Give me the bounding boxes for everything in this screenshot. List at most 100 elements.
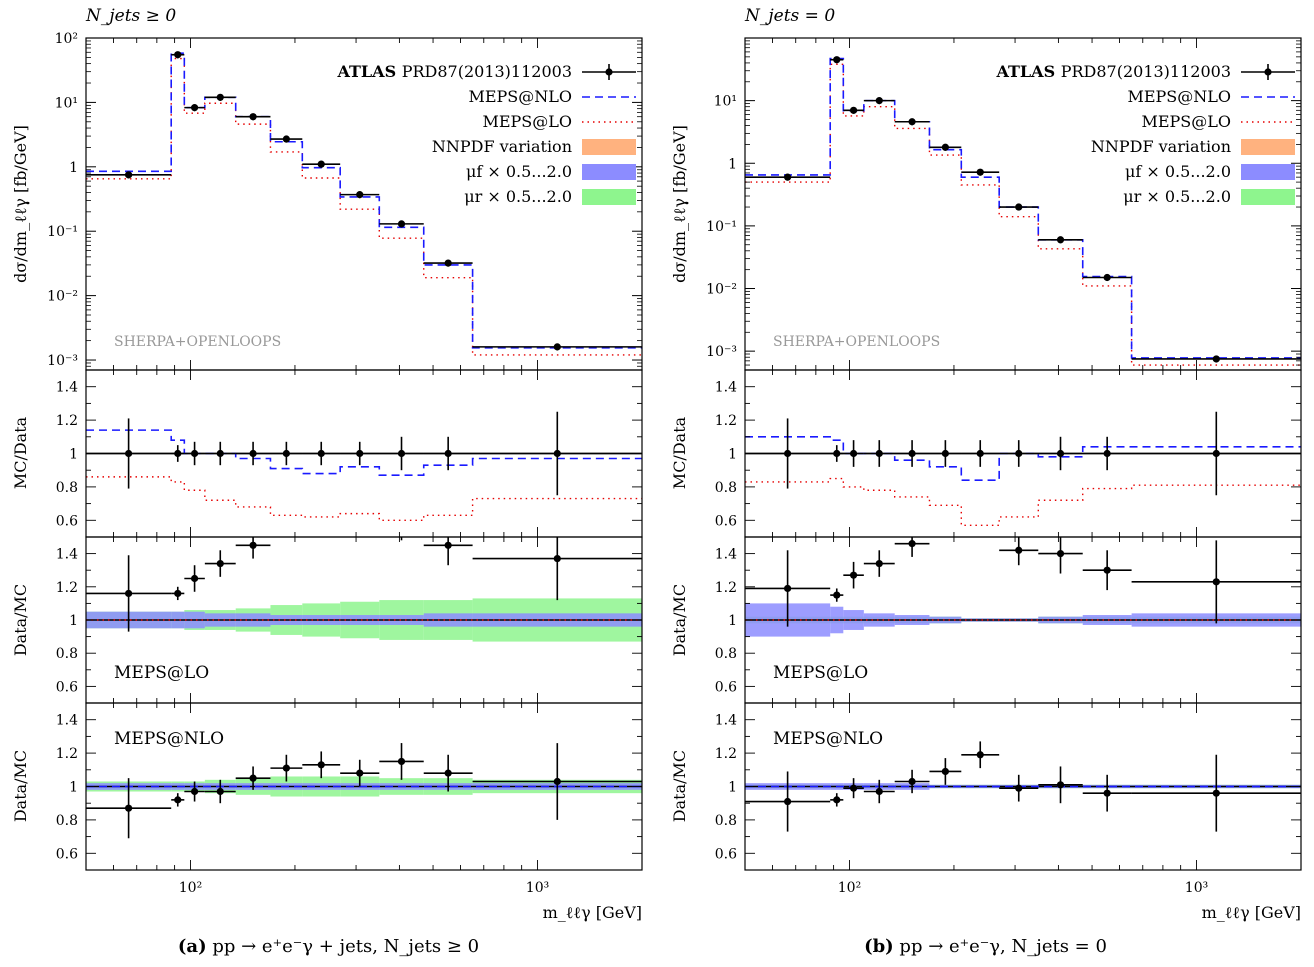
data-point <box>1015 203 1023 211</box>
ratio-label-meps-nlo: MEPS@NLO <box>773 729 883 749</box>
data-point <box>875 97 883 105</box>
panel-0-row-ratio_data_nlo <box>85 702 643 871</box>
data-point <box>1056 236 1065 244</box>
data-ratio-point <box>356 769 364 777</box>
legend-meps-nlo: MEPS@NLO <box>468 87 572 106</box>
plot-area <box>86 517 642 642</box>
data-point <box>397 220 406 228</box>
legend-atlas-ref: PRD87(2013)112003 <box>402 62 572 81</box>
plot-area <box>86 411 642 521</box>
data-ratio-point <box>1015 546 1023 554</box>
legend-mur-key <box>1241 189 1295 205</box>
y-tick-label: 0.8 <box>715 646 737 662</box>
data-ratio-point <box>849 571 858 579</box>
legend-atlas: ATLAS PRD87(2013)112003 <box>995 62 1231 81</box>
data-ratio-point <box>833 591 841 599</box>
y-tick-label: 1.2 <box>715 746 737 762</box>
y-tick-label: 1.4 <box>715 380 737 396</box>
y-tick-label: 1 <box>728 613 737 629</box>
y-tick-label: 1.4 <box>715 713 737 729</box>
panel-0-row-main <box>85 37 643 371</box>
data-point <box>553 343 561 351</box>
y-axis-label-ratio2: Data/MC <box>670 584 689 656</box>
legend-muf: μf × 0.5...2.0 <box>466 162 572 181</box>
data-ratio-point <box>174 796 182 804</box>
data-ratio-point <box>1056 449 1065 458</box>
x-tick-label: 10³ <box>526 880 549 896</box>
y-tick-label: 10⁻³ <box>47 353 78 369</box>
data-point <box>174 51 182 59</box>
legend-nnpdf-key <box>1241 139 1295 155</box>
legend-meps-lo: MEPS@LO <box>482 112 572 131</box>
y-tick-label: 0.6 <box>56 846 78 862</box>
data-ratio-point <box>125 589 133 598</box>
y-tick-label: 1.2 <box>56 413 78 429</box>
meps-nlo-ratio <box>86 429 642 477</box>
y-tick-label: 10¹ <box>55 95 78 111</box>
plot-area <box>745 411 1301 527</box>
legend-muf-key <box>582 164 636 180</box>
data-ratio-point <box>908 777 916 786</box>
data-ratio-point <box>216 559 224 568</box>
data-ratio-point <box>356 449 364 458</box>
data-ratio-point <box>1103 789 1111 797</box>
data-point <box>444 259 452 267</box>
plot-area <box>86 51 642 356</box>
panel-1-row-ratio_data_lo <box>744 517 1302 704</box>
y-tick-label: 1 <box>728 447 737 463</box>
meps-lo-ratio <box>86 476 642 521</box>
caption-b: (b) pp → e⁺e⁻γ, N_jets = 0 <box>657 936 1314 957</box>
x-axis-label: m_ℓℓγ [GeV] <box>1202 903 1301 922</box>
legend-mur-key <box>582 189 636 205</box>
legend-nnpdf: NNPDF variation <box>432 137 572 156</box>
data-ratio-point <box>553 554 561 563</box>
data-ratio-point <box>977 517 984 524</box>
y-tick-label: 10⁻² <box>706 282 737 298</box>
panel-1-row-ratio_data_nlo <box>744 702 1302 871</box>
meps-nlo-line <box>745 57 1301 359</box>
y-tick-label: 10⁻³ <box>706 344 737 360</box>
panel-0-row-ratio_mc_data <box>85 369 643 538</box>
data-ratio-point <box>1212 449 1220 458</box>
legend-muf: μf × 0.5...2.0 <box>1125 162 1231 181</box>
data-point <box>216 93 224 101</box>
y-tick-label: 10⁻¹ <box>706 219 737 235</box>
y-tick-label: 1 <box>69 613 78 629</box>
data-ratio-point <box>553 777 561 786</box>
y-tick-label: 1.4 <box>715 547 737 563</box>
y-tick-label: 0.8 <box>56 646 78 662</box>
legend-data-key-point <box>1264 68 1272 76</box>
panel-a-corner-label: N_jets ≥ 0 <box>86 6 177 26</box>
data-ratio-point <box>249 449 257 458</box>
caption-b-text: pp → e⁺e⁻γ, N_jets = 0 <box>899 936 1107 957</box>
x-tick-label: 10² <box>838 880 861 896</box>
plot-area <box>745 741 1301 832</box>
caption-a-tag: (a) <box>177 936 207 957</box>
data-ratio-point <box>553 449 561 458</box>
data-point <box>849 106 858 114</box>
data-point <box>908 118 916 126</box>
data-ratio-point <box>283 517 290 524</box>
data-ratio-point <box>444 449 452 458</box>
data-point <box>1212 355 1220 363</box>
x-tick-label: 10³ <box>1185 880 1208 896</box>
y-tick-label: 0.8 <box>715 480 737 496</box>
y-tick-label: 0.8 <box>56 813 78 829</box>
data-ratio-point <box>318 517 325 524</box>
y-tick-label: 1.2 <box>56 746 78 762</box>
legend-meps-nlo: MEPS@NLO <box>1127 87 1231 106</box>
y-tick-label: 1.2 <box>715 413 737 429</box>
plot-area <box>86 743 642 839</box>
meps-lo-ratio <box>745 477 1301 527</box>
data-ratio-point <box>941 449 949 458</box>
data-ratio-point <box>1103 566 1111 574</box>
legend-mur: μr × 0.5...2.0 <box>464 187 572 206</box>
y-axis-label-main: dσ/dm_ℓℓγ [fb/GeV] <box>11 125 30 283</box>
data-point <box>317 160 325 168</box>
data-ratio-point <box>282 449 290 458</box>
data-ratio-point <box>833 796 841 804</box>
data-ratio-point <box>1015 784 1023 792</box>
data-ratio-point <box>941 767 949 776</box>
plot-area <box>745 56 1301 366</box>
